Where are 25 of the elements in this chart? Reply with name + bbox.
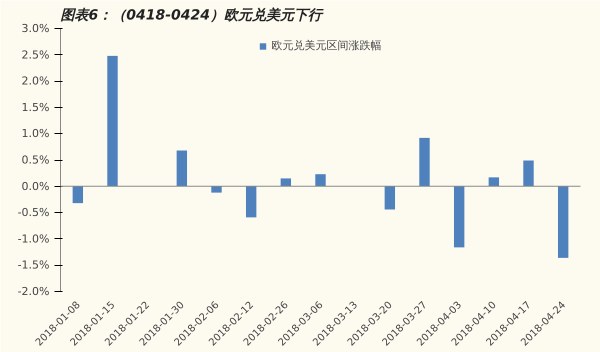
bar <box>488 177 500 186</box>
y-tick-label: 2.5% <box>22 48 50 62</box>
bar <box>419 138 430 186</box>
legend-label: 欧元兑美元区间涨跌幅 <box>272 38 382 53</box>
chart-title: 图表6：（0418-0424）欧元兑美元下行 <box>60 6 324 24</box>
y-tick-label: 2.0% <box>22 74 50 88</box>
bar <box>523 160 534 186</box>
bar <box>107 56 118 186</box>
bar <box>176 150 188 186</box>
y-tick-label: 1.5% <box>22 100 50 114</box>
bar <box>558 186 568 258</box>
bar <box>315 174 326 186</box>
bar <box>454 186 464 248</box>
y-tick-label: 0.5% <box>22 154 50 166</box>
bar <box>384 186 396 210</box>
y-tick-label: -0.5% <box>18 206 50 220</box>
bar <box>72 186 84 204</box>
y-tick-label: -1.0% <box>18 232 50 246</box>
bar <box>280 178 292 186</box>
bar <box>246 186 256 218</box>
y-tick-label: 3.0% <box>22 22 50 35</box>
y-tick-label: 1.0% <box>22 127 50 140</box>
y-tick-label: -1.5% <box>18 258 50 272</box>
y-tick-label: -2.0% <box>18 285 50 298</box>
y-tick-label: 0.0% <box>22 180 50 193</box>
